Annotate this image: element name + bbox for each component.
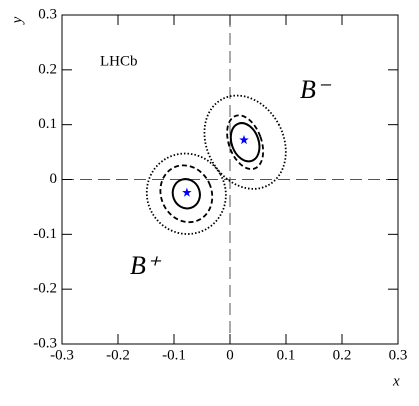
x-axis-label: x bbox=[392, 373, 400, 389]
contour bbox=[226, 114, 265, 170]
y-tick-label: 0 bbox=[50, 171, 58, 187]
x-tick-label: -0.3 bbox=[50, 347, 74, 363]
x-tick-label: 0.2 bbox=[333, 347, 352, 363]
best-fit-point bbox=[239, 135, 249, 145]
x-tick-label: -0.1 bbox=[162, 347, 186, 363]
contour bbox=[203, 94, 287, 190]
y-axis-label: y bbox=[9, 16, 25, 25]
y-tick-label: 0.3 bbox=[38, 6, 57, 22]
y-tick-label: 0.1 bbox=[38, 116, 57, 132]
contour bbox=[171, 178, 201, 210]
y-tick-label: -0.3 bbox=[33, 335, 57, 351]
y-tick-label: 0.2 bbox=[38, 61, 57, 77]
x-tick-label: 0.3 bbox=[389, 347, 408, 363]
contour bbox=[159, 164, 214, 224]
legend-label: B⁻ bbox=[300, 75, 332, 104]
x-tick-label: 0 bbox=[226, 347, 234, 363]
annotation: LHCb bbox=[100, 53, 138, 69]
y-tick-label: -0.1 bbox=[33, 226, 57, 242]
x-tick-label: -0.2 bbox=[106, 347, 130, 363]
contour bbox=[229, 122, 261, 163]
legend-label: B⁺ bbox=[130, 251, 162, 280]
best-fit-point bbox=[182, 187, 192, 197]
x-tick-label: 0.1 bbox=[277, 347, 296, 363]
y-tick-label: -0.2 bbox=[33, 281, 57, 297]
